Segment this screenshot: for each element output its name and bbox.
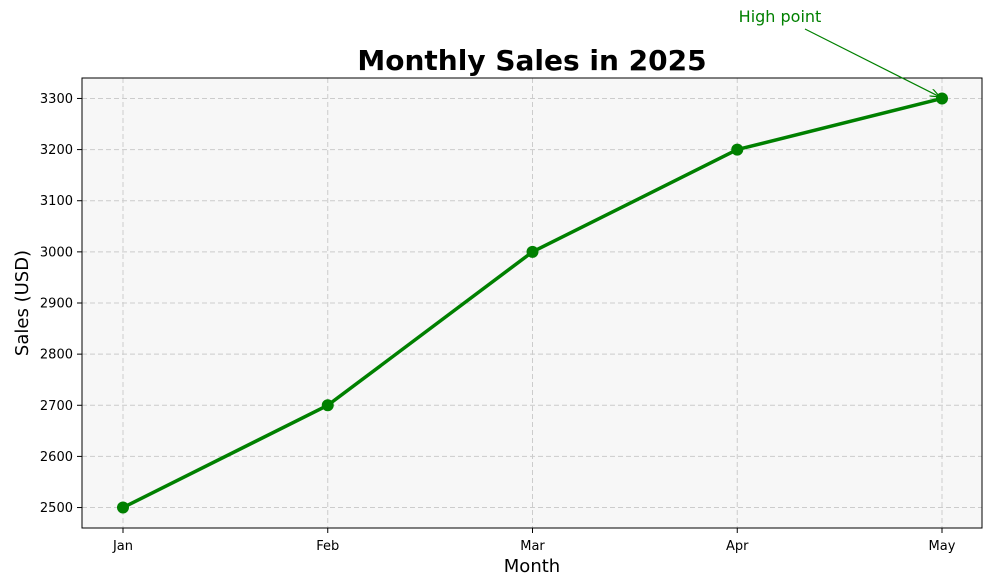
axis-ticks: 2500 2600 2700 2800 2900 3000 3100 3200 3300 Jan F… bbox=[40, 92, 956, 554]
grid-lines bbox=[82, 78, 982, 528]
y-axis-label: Sales (USD) bbox=[12, 250, 33, 356]
x-tick-label: May bbox=[929, 539, 956, 554]
y-tick-label: 2600 bbox=[40, 450, 73, 465]
data-point bbox=[936, 92, 948, 105]
x-tick-label: Apr bbox=[726, 539, 749, 554]
data-point bbox=[321, 399, 334, 412]
chart-title: Monthly Sales in 2025 bbox=[357, 44, 706, 77]
data-point bbox=[526, 245, 539, 258]
x-tick-label: Mar bbox=[520, 539, 545, 554]
annotation-arrow bbox=[804, 28, 939, 96]
y-tick-label: 3000 bbox=[40, 245, 73, 260]
x-tick-label: Feb bbox=[316, 539, 339, 554]
x-axis-label: Month bbox=[504, 556, 560, 577]
y-tick-label: 2700 bbox=[40, 399, 73, 414]
y-tick-label: 2800 bbox=[40, 348, 73, 363]
x-tick-label: Jan bbox=[112, 539, 133, 554]
data-point bbox=[117, 501, 129, 514]
data-point bbox=[731, 143, 744, 156]
y-tick-label: 3100 bbox=[40, 194, 73, 209]
y-tick-label: 3200 bbox=[40, 143, 73, 158]
y-tick-label: 2500 bbox=[40, 501, 73, 516]
annotation-label: High point bbox=[739, 7, 822, 26]
y-tick-label: 2900 bbox=[40, 297, 73, 312]
y-tick-label: 3300 bbox=[40, 92, 73, 107]
